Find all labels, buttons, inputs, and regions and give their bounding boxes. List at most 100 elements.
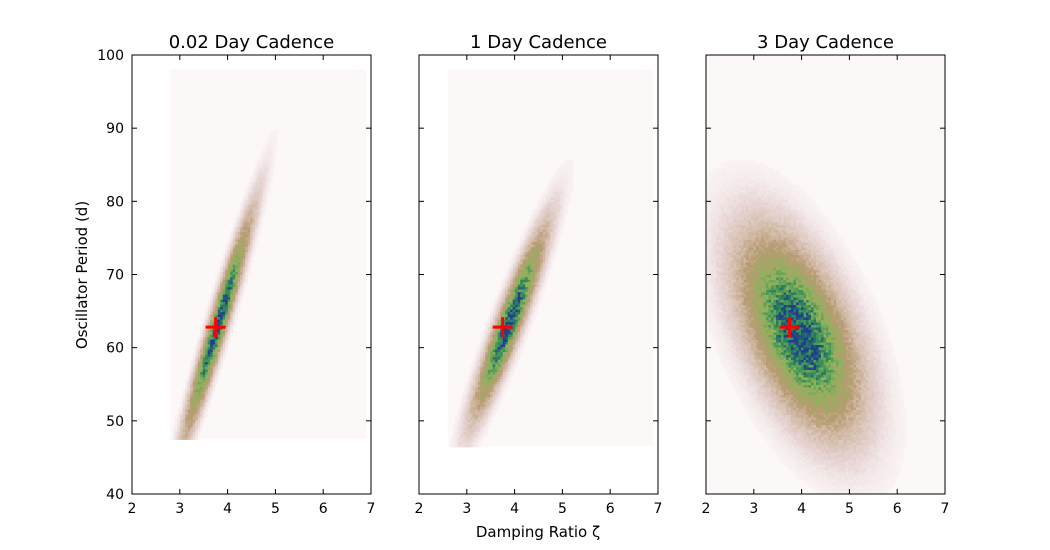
heatmap-cell — [798, 225, 802, 228]
heatmap-cell — [507, 264, 511, 268]
heatmap-cell — [175, 422, 178, 425]
heatmap-cell — [733, 160, 737, 163]
heatmap-cell — [472, 407, 476, 410]
heatmap-cell — [833, 245, 837, 248]
heatmap-cell — [565, 159, 568, 163]
heatmap-cell — [200, 417, 203, 420]
heatmap-cell — [242, 207, 246, 210]
heatmap-cell — [547, 217, 551, 220]
heatmap-cell — [753, 190, 757, 193]
heatmap-cell — [202, 394, 206, 398]
heatmap-cell — [753, 257, 757, 261]
heatmap-cell — [821, 230, 824, 233]
heatmap-cell — [477, 439, 481, 443]
heatmap-cell — [783, 237, 787, 241]
heatmap-cell — [512, 329, 516, 333]
heatmap-cell — [708, 175, 712, 178]
heatmap-cell — [806, 227, 809, 231]
heatmap-cell — [500, 289, 503, 293]
heatmap-cell — [270, 162, 273, 165]
heatmap-cell — [706, 202, 709, 206]
heatmap-cell — [507, 312, 511, 315]
heatmap-cell — [532, 217, 536, 220]
heatmap-cell — [741, 232, 744, 236]
heatmap-cell — [212, 309, 216, 313]
heatmap-cell — [225, 259, 228, 263]
heatmap-cell — [207, 399, 211, 403]
heatmap-cell — [482, 352, 486, 355]
heatmap-cell — [502, 359, 506, 363]
heatmap-cell — [477, 399, 481, 403]
heatmap-cell — [756, 222, 759, 226]
heatmap-cell — [522, 242, 526, 245]
heatmap-cell — [788, 235, 792, 238]
heatmap-cell — [738, 172, 742, 176]
heatmap-cell — [457, 432, 461, 435]
heatmap-cell — [776, 235, 779, 238]
heatmap-cell — [485, 357, 488, 360]
heatmap-cell — [197, 352, 201, 355]
heatmap-cell — [500, 314, 503, 318]
heatmap-cell — [721, 222, 724, 226]
heatmap-cell — [756, 247, 759, 251]
heatmap-cell — [190, 417, 193, 420]
heatmap-cell — [235, 284, 238, 288]
heatmap-cell — [540, 254, 543, 258]
heatmap-cell — [831, 240, 834, 243]
heatmap-cell — [758, 207, 762, 211]
heatmap-cell — [507, 309, 511, 313]
heatmap-cell — [247, 262, 251, 265]
heatmap-cell — [497, 302, 501, 305]
heatmap-cell — [783, 197, 787, 201]
heatmap-cell — [515, 304, 518, 308]
heatmap-cell — [495, 379, 498, 383]
heatmap-cell — [763, 192, 767, 196]
heatmap-cell — [542, 199, 546, 203]
heatmap-cell — [207, 314, 211, 318]
heatmap-cell — [746, 187, 749, 191]
heatmap-cell — [761, 245, 764, 248]
heatmap-cell — [495, 309, 498, 313]
heatmap-cell — [500, 342, 503, 345]
heatmap-cell — [542, 197, 546, 200]
heatmap-cell — [550, 189, 553, 193]
heatmap-cell — [232, 287, 236, 290]
heatmap-cell — [265, 154, 268, 158]
heatmap-cell — [716, 222, 719, 226]
heatmap-cell — [492, 394, 496, 398]
heatmap-cell — [756, 220, 759, 223]
heatmap-cell — [250, 179, 253, 183]
heatmap-cell — [212, 347, 216, 350]
heatmap-cell — [753, 167, 757, 171]
heatmap-cell — [267, 157, 271, 160]
heatmap-cell — [771, 205, 774, 208]
heatmap-cell — [706, 227, 709, 231]
heatmap-cell — [510, 354, 513, 358]
heatmap-cell — [525, 287, 528, 290]
heatmap-cell — [462, 399, 466, 403]
heatmap-cell — [215, 309, 218, 313]
heatmap-cell — [500, 377, 503, 380]
heatmap-cell — [252, 237, 256, 240]
heatmap-cell — [746, 225, 749, 228]
heatmap-cell — [761, 195, 764, 198]
heatmap-cell — [500, 292, 503, 295]
heatmap-cell — [517, 269, 521, 273]
heatmap-cell — [180, 402, 183, 405]
heatmap-cell — [197, 377, 201, 380]
heatmap-cell — [185, 384, 188, 388]
heatmap-cell — [487, 377, 491, 380]
heatmap-cell — [786, 222, 789, 226]
heatmap-cell — [828, 230, 832, 233]
heatmap-cell — [250, 192, 253, 195]
heatmap-cell — [763, 252, 767, 256]
heatmap-cell — [836, 252, 839, 256]
heatmap-cell — [212, 329, 216, 333]
heatmap-cell — [487, 369, 491, 373]
heatmap-cell — [210, 359, 213, 363]
heatmap-cell — [462, 389, 466, 393]
heatmap-cell — [756, 255, 759, 258]
heatmap-cell — [746, 220, 749, 223]
heatmap-cell — [743, 215, 747, 218]
heatmap-cell — [838, 242, 842, 246]
